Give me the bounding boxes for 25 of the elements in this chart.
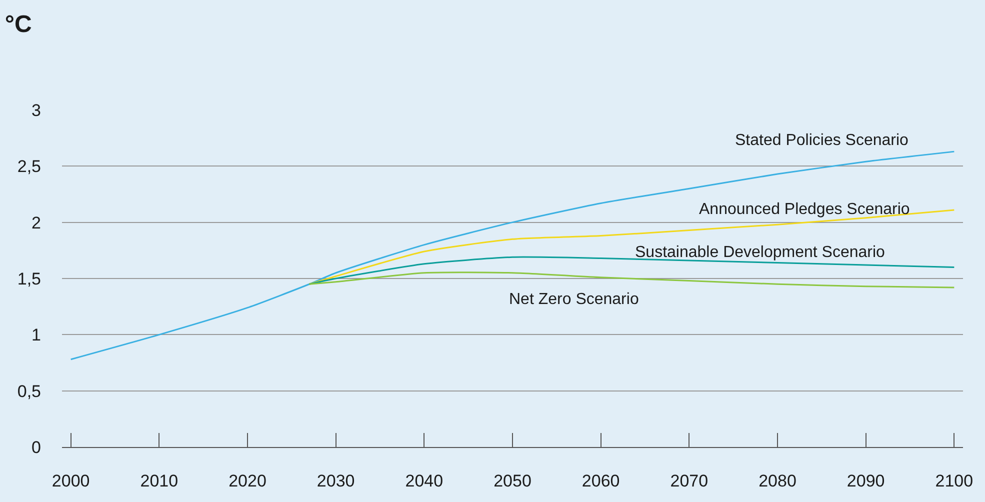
y-tick-label: 2 (32, 213, 41, 232)
line-series (70, 150, 955, 360)
x-tick-label: 2000 (52, 471, 90, 490)
y-tick-label: 0 (32, 438, 41, 457)
series-label: Net Zero Scenario (509, 291, 639, 308)
y-tick-label: 1,5 (17, 269, 41, 288)
x-tick-label: 2040 (405, 471, 444, 490)
series-label: Announced Pledges Scenario (699, 201, 910, 218)
y-tick-label: 0,5 (17, 382, 41, 401)
y-tick-label: 1 (32, 326, 41, 345)
series-label: Sustainable Development Scenario (635, 244, 886, 261)
x-tick-label: 2100 (935, 471, 974, 490)
x-tick-label: 2010 (140, 471, 178, 490)
x-tick-label: 2060 (582, 471, 620, 490)
line-series (308, 272, 955, 288)
x-tick-label: 2030 (316, 471, 355, 490)
x-tick-label: 2020 (228, 471, 266, 490)
x-tick-label: 2080 (758, 471, 796, 490)
chart-title: °C (4, 10, 32, 38)
x-tick-label: 2070 (670, 471, 708, 490)
x-tick-label: 2050 (494, 471, 532, 490)
x-tick-label: 2090 (846, 471, 885, 490)
y-tick-label: 2,5 (17, 157, 41, 176)
y-tick-label: 3 (32, 100, 41, 120)
series-label: Stated Policies Scenario (735, 132, 909, 149)
